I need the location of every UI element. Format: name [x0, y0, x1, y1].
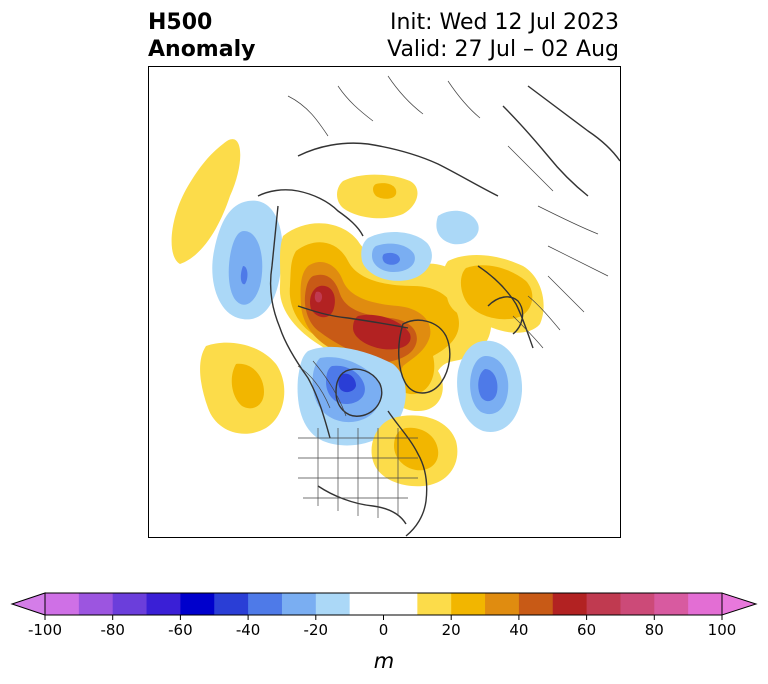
anomaly-negative-hudson-core [338, 373, 356, 393]
colorbar-ticks: -100 -80 -60 -40 -20 0 20 40 60 80 100 [28, 615, 736, 639]
colorbar-tick-label: 20 [442, 621, 461, 639]
anomaly-positive-arctic-core [310, 285, 335, 318]
colorbar-segment [620, 593, 655, 615]
colorbar-segment [248, 593, 283, 615]
anomaly-negative-goa-core [240, 266, 248, 285]
map-title-line2: Anomaly [148, 37, 256, 62]
anomaly-positive-arctic-peak [314, 291, 323, 303]
map-subtitle: Init: Wed 12 Jul 2023 Valid: 27 Jul – 02… [387, 9, 619, 63]
colorbar-segment [383, 593, 418, 615]
colorbar-segment [451, 593, 486, 615]
colorbar-tick-label: 40 [509, 621, 528, 639]
political-borders [287, 75, 609, 518]
colorbar-segment [180, 593, 215, 615]
colorbar-segment [146, 593, 181, 615]
colorbar-segments [10, 592, 758, 616]
colorbar-segment [518, 593, 554, 615]
colorbar-segment [45, 593, 80, 615]
colorbar-segment [586, 593, 621, 615]
colorbar-segment [349, 593, 384, 615]
anomaly-negative-ess-core [382, 252, 400, 265]
colorbar-tick-label: -60 [168, 621, 193, 639]
colorbar-segment [281, 593, 317, 615]
anomaly-positive-arctic-core2 [353, 314, 411, 350]
colorbar-segment [315, 593, 351, 615]
anomaly-positive-scandinavia-inner [460, 265, 533, 320]
colorbar-segment [78, 593, 114, 615]
init-date-label: Init: Wed 12 Jul 2023 [389, 10, 619, 35]
anomaly-positive-ne-pacific-inner [231, 363, 264, 409]
anomaly-positive-nw-pacific [171, 139, 241, 264]
colorbar-segment [112, 593, 148, 615]
colorbar-unit-label: m [374, 649, 394, 673]
colorbar: -100 -80 -60 -40 -20 0 20 40 60 80 100 m [10, 592, 758, 673]
colorbar-tick-label: 60 [577, 621, 596, 639]
colorbar-segment [688, 593, 723, 615]
colorbar-tick-label: 80 [645, 621, 664, 639]
anomaly-negative-siberia [436, 210, 479, 245]
colorbar-tick-label: 0 [379, 621, 389, 639]
colorbar-segment [654, 593, 689, 615]
colorbar-segment [485, 593, 520, 615]
colorbar-tick-label: 100 [708, 621, 737, 639]
coastlines [257, 85, 621, 537]
colorbar-tick-label: -20 [304, 621, 329, 639]
colorbar-tick-label: -40 [236, 621, 261, 639]
colorbar-extend-min [10, 592, 46, 616]
anomaly-fields [171, 139, 544, 487]
colorbar-segment [417, 593, 452, 615]
valid-date-label: Valid: 27 Jul – 02 Aug [387, 37, 619, 62]
anomaly-positive-central-siberia-inner [373, 183, 397, 199]
map-title: H500 Anomaly [148, 9, 255, 63]
colorbar-extend-max [721, 592, 758, 616]
anomaly-negative-atlantic-core [478, 369, 498, 402]
map-title-line1: H500 [148, 10, 213, 35]
anomaly-map [148, 66, 621, 538]
colorbar-tick-label: -80 [100, 621, 125, 639]
colorbar-segment [214, 593, 249, 615]
colorbar-tick-label: -100 [28, 621, 62, 639]
colorbar-segment [552, 593, 588, 615]
